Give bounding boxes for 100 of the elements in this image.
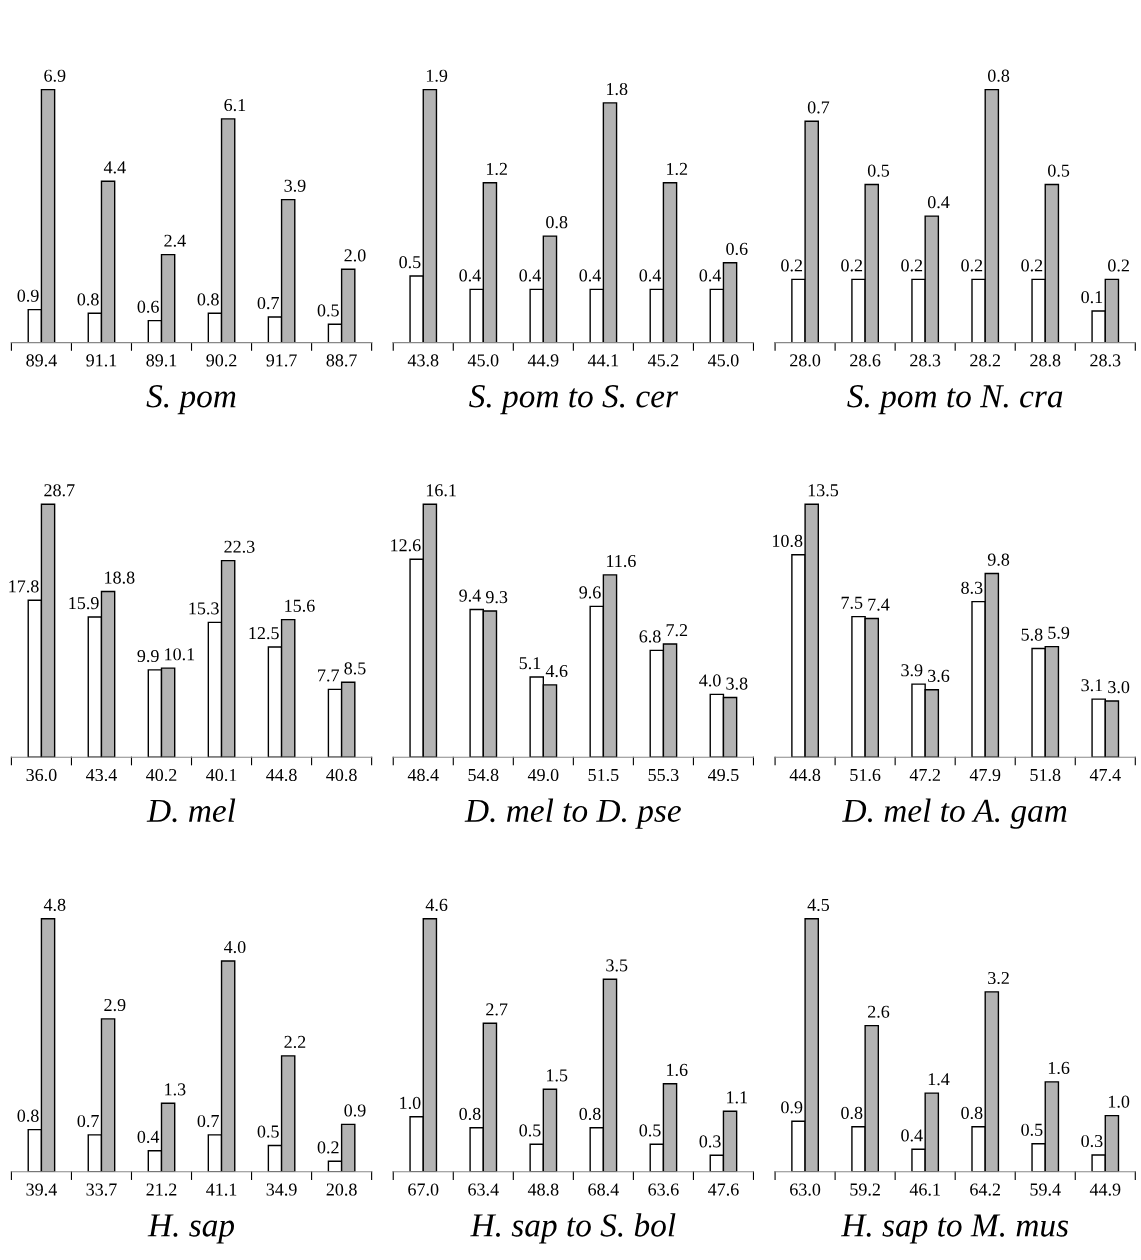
x-tick-label: 45.0: [708, 354, 739, 367]
data-label: 4.0: [223, 940, 246, 954]
data-label: 1.0: [1108, 1095, 1130, 1108]
data-label: 0.9: [781, 1101, 803, 1114]
data-label: 5.1: [519, 657, 541, 670]
x-tick-label: 90.2: [206, 354, 237, 367]
data-label: 4.4: [103, 161, 126, 174]
x-tick-label: 43.4: [86, 768, 117, 782]
data-label: 0.4: [459, 269, 481, 282]
data-label: 0.8: [961, 1106, 983, 1120]
x-axis-title: D. mel: [146, 798, 236, 823]
data-label: 3.8: [726, 677, 748, 690]
data-label: 15.3: [189, 602, 219, 615]
data-label: 0.8: [546, 216, 568, 229]
x-axis-title: D. mel to A. gam: [842, 798, 1067, 829]
data-label: 0.4: [699, 269, 722, 282]
data-label: 6.8: [639, 630, 661, 643]
x-tick-label: 91.7: [266, 354, 297, 367]
x-tick-label: 28.3: [910, 354, 941, 367]
x-tick-label: 44.1: [587, 354, 619, 367]
data-label: 0.7: [257, 296, 279, 310]
data-label: 4.8: [43, 898, 66, 912]
data-label: 15.9: [69, 597, 99, 610]
x-axis-title: H. sap to M. mus: [840, 1214, 1069, 1244]
data-label: 8.3: [961, 581, 983, 594]
x-tick-label: 48.4: [407, 768, 439, 782]
data-label: 4.5: [807, 898, 830, 912]
x-tick-label: 45.2: [647, 354, 679, 367]
data-label: 3.9: [284, 179, 306, 192]
data-label: 28.7: [44, 484, 75, 497]
x-tick-label: 44.8: [266, 768, 297, 782]
data-label: 3.5: [606, 959, 628, 972]
data-label: 0.4: [579, 269, 602, 282]
data-label: 0.9: [17, 289, 39, 302]
data-label: 7.2: [666, 624, 688, 637]
x-tick-label: 51.8: [1030, 768, 1061, 782]
x-tick-label: 63.4: [468, 1183, 499, 1196]
data-label: 0.8: [987, 69, 1010, 82]
data-label: 2.4: [164, 234, 186, 247]
data-label: 15.6: [285, 599, 315, 612]
data-label: 2.0: [344, 249, 366, 262]
data-label: 0.5: [317, 304, 339, 317]
data-label: 9.9: [137, 649, 159, 663]
x-tick-label: 88.7: [326, 354, 357, 367]
x-tick-label: 51.6: [850, 768, 881, 782]
data-label: 0.4: [137, 1130, 160, 1143]
x-tick-label: 39.4: [26, 1183, 57, 1196]
data-label: 0.8: [77, 293, 99, 306]
x-tick-label: 40.8: [326, 768, 357, 782]
data-label: 0.6: [137, 300, 159, 313]
data-label: 0.5: [399, 256, 421, 269]
data-label: 5.8: [1021, 628, 1043, 641]
data-label: 12.6: [391, 539, 421, 552]
x-tick-label: 28.8: [1030, 354, 1061, 367]
data-label: 22.3: [224, 540, 255, 553]
data-label: 2.9: [104, 998, 126, 1012]
data-label: 1.9: [426, 69, 448, 82]
data-label: 5.9: [1048, 626, 1070, 639]
x-tick-label: 47.2: [909, 768, 940, 782]
x-tick-label: 51.5: [588, 768, 619, 782]
x-tick-label: 44.9: [1089, 1183, 1121, 1196]
x-tick-label: 28.3: [1090, 354, 1121, 367]
data-label: 0.7: [807, 101, 830, 114]
x-tick-label: 41.1: [206, 1183, 237, 1196]
data-label: 9.3: [485, 591, 508, 604]
data-label: 0.5: [867, 164, 890, 177]
x-tick-label: 63.0: [790, 1183, 821, 1196]
data-label: 10.1: [165, 648, 195, 661]
data-label: 1.2: [667, 162, 688, 176]
data-label: 2.2: [284, 1035, 306, 1049]
data-label: 0.5: [519, 1124, 541, 1137]
x-tick-label: 47.6: [708, 1183, 739, 1196]
data-label: 0.2: [901, 259, 923, 272]
data-label: 3.0: [1108, 680, 1130, 694]
data-label: 13.5: [808, 484, 839, 497]
data-label: 0.5: [1021, 1123, 1043, 1136]
x-axis-title: D. mel to D. pse: [464, 798, 681, 829]
data-label: 7.5: [841, 596, 863, 609]
x-tick-label: 55.3: [648, 768, 679, 782]
data-label: 1.1: [727, 1091, 748, 1104]
data-label: 1.6: [667, 1063, 688, 1077]
data-label: 4.6: [545, 664, 568, 678]
data-label: 7.7: [318, 669, 340, 682]
data-label: 1.8: [607, 82, 628, 96]
x-tick-label: 45.0: [467, 354, 499, 367]
x-axis-title: H. sap to S. bol: [470, 1213, 676, 1244]
data-label: 0.3: [699, 1135, 721, 1148]
data-label: 0.5: [257, 1125, 279, 1138]
x-tick-label: 28.0: [790, 354, 821, 367]
data-label: 0.2: [1108, 259, 1129, 272]
data-label: 7.4: [868, 598, 890, 611]
x-tick-label: 47.4: [1089, 768, 1121, 782]
x-tick-label: 89.4: [26, 354, 57, 367]
data-label: 2.7: [486, 1003, 508, 1016]
x-tick-label: 67.0: [408, 1183, 439, 1196]
data-label: 11.6: [607, 554, 636, 568]
x-axis-title: S. pom: [146, 385, 236, 415]
data-label: 0.8: [459, 1107, 481, 1121]
data-label: 1.4: [928, 1073, 950, 1086]
data-label: 0.2: [1021, 259, 1043, 272]
